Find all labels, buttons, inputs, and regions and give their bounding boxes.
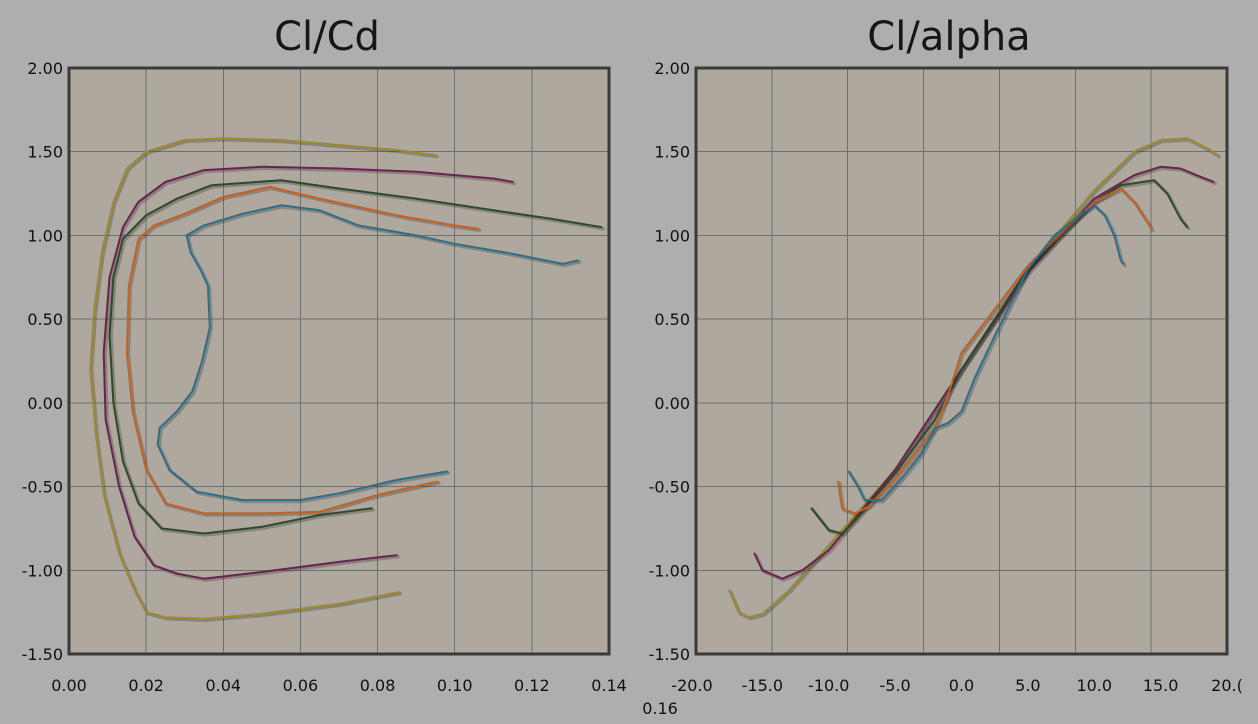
y-tick-label: -1.50 <box>649 645 690 664</box>
y-tick-label: 1.50 <box>27 143 63 162</box>
x-tick-label: 20.( <box>1211 676 1243 695</box>
y-tick-label: 2.00 <box>654 59 690 78</box>
plot-frame <box>67 66 611 656</box>
y-tick-label: 1.00 <box>27 226 63 245</box>
y-tick-label: 0.00 <box>27 394 63 413</box>
series-line <box>156 204 580 501</box>
plot-area <box>69 68 609 654</box>
x-tick-label: -10.0 <box>808 676 849 695</box>
series-shadow <box>157 205 582 504</box>
x-tick-label-overlap: 0.16 <box>642 699 678 718</box>
series-line <box>810 179 1189 535</box>
x-tick-label: 0.04 <box>205 676 241 695</box>
y-tick-label: 2.00 <box>27 59 63 78</box>
x-tick-label: 0.06 <box>283 676 319 695</box>
plot-area <box>696 68 1227 654</box>
x-tick-label: -5.0 <box>880 676 911 695</box>
y-tick-label: -1.50 <box>22 645 63 664</box>
y-tick-label: 0.50 <box>654 310 690 329</box>
x-tick-label: 0.02 <box>128 676 164 695</box>
x-tick-label: 0.12 <box>514 676 550 695</box>
series-shadow <box>90 138 439 622</box>
series-shadow <box>103 166 516 582</box>
x-tick-label: 5.0 <box>1015 676 1040 695</box>
chart-title: Cl/alpha <box>867 14 1030 60</box>
x-tick-label: 0.14 <box>591 676 627 695</box>
x-tick-label: 15.0 <box>1143 676 1179 695</box>
x-tick-label: -15.0 <box>742 676 783 695</box>
series-line <box>125 185 479 515</box>
series-line <box>837 187 1153 515</box>
y-tick-label: -0.50 <box>22 478 63 497</box>
series-line <box>847 204 1125 501</box>
series-line <box>89 137 437 620</box>
series-shadow <box>126 186 482 517</box>
y-tick-label: 0.00 <box>654 394 690 413</box>
cl-alpha-chart: Cl/alpha 2.00 1.50 1.00 0.50 0.00 -0.50 -1.00 -1… <box>642 14 1243 718</box>
series-shadow <box>754 166 1217 582</box>
x-tick-label: 10.0 <box>1076 676 1112 695</box>
x-tick-label: 0.10 <box>437 676 473 695</box>
x-tick-label: 0.00 <box>51 676 87 695</box>
series-line <box>108 179 603 535</box>
y-tick-label: -1.00 <box>649 561 690 580</box>
x-tick-label: 0.08 <box>360 676 396 695</box>
y-tick-label: 0.50 <box>27 310 63 329</box>
x-tick-label: 0.0 <box>949 676 974 695</box>
y-tick-label: -0.50 <box>649 478 690 497</box>
y-tick-label: -1.00 <box>22 561 63 580</box>
y-tick-label: 1.50 <box>654 143 690 162</box>
chart-title: Cl/Cd <box>274 14 380 60</box>
y-tick-label: 1.00 <box>654 226 690 245</box>
cl-cd-chart: Cl/Cd 2.00 1.50 1.00 0.50 0.00 -0.50 -1.00 -1.50… <box>22 14 627 695</box>
x-tick-label-overlap: -20.0 <box>671 676 712 695</box>
series-line <box>102 165 514 580</box>
series-shadow <box>109 180 605 537</box>
plot-frame <box>694 66 1229 656</box>
series-shadow <box>729 138 1221 621</box>
